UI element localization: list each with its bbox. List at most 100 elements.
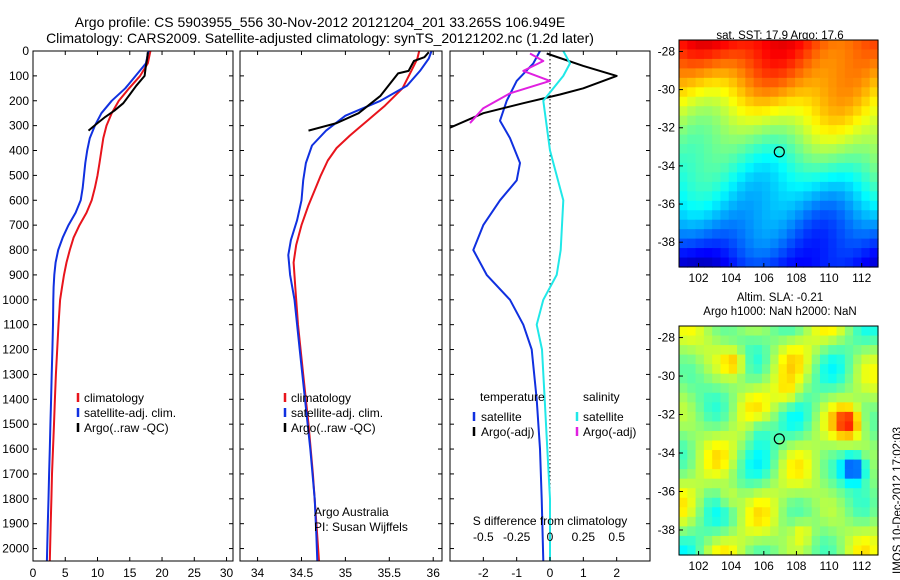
salinity-series-satellite-adj-clim	[287, 51, 433, 561]
sst-map-cell	[728, 115, 738, 126]
sst-map-cell	[869, 219, 879, 230]
sla-map-cell	[803, 488, 813, 499]
sst-map-cell	[761, 181, 771, 192]
sla-map-cell	[761, 440, 771, 451]
sst-map-cell	[861, 96, 871, 107]
sst-map-cell	[795, 96, 804, 107]
sst-map-lat-label: -34	[658, 159, 676, 173]
sst-map-cell	[861, 191, 871, 202]
sla-map-cell	[737, 421, 746, 432]
sla-map-cell	[778, 421, 788, 432]
sla-map-cell	[869, 354, 879, 365]
sla-map-cell	[869, 488, 879, 499]
depth-tick-label: 1700	[2, 467, 29, 481]
sst-map-cell	[770, 210, 780, 221]
sla-map-cell	[795, 459, 804, 470]
sla-map-cell	[745, 345, 755, 356]
sst-map-cell	[836, 96, 846, 107]
sst-map-cell	[753, 219, 763, 230]
sst-map-cell	[828, 210, 838, 221]
sla-map-cell	[770, 450, 780, 461]
sla-map-cell	[811, 411, 821, 423]
sst-map-frame	[678, 39, 879, 268]
sla-map-cell	[828, 326, 838, 337]
sst-map-cell	[745, 58, 755, 69]
sst-map-cell	[819, 191, 829, 202]
sst-map-cell	[753, 153, 763, 164]
sst-map-cell	[753, 68, 763, 79]
sla-map-cell	[695, 421, 705, 432]
sla-map-cell	[720, 383, 730, 394]
sla-map-cell	[819, 335, 829, 346]
sla-map-cell	[811, 335, 821, 346]
sst-map-cell	[828, 87, 838, 98]
sla-map-cell	[712, 450, 722, 461]
sla-map-lon-label: 108	[786, 559, 806, 573]
sla-map-cell	[703, 383, 713, 394]
sst-map-cell	[844, 58, 854, 69]
sla-map-cell	[745, 545, 755, 556]
sst-map-cell	[720, 248, 730, 259]
sst-map-cell	[737, 210, 746, 221]
sla-map-cell	[819, 383, 829, 394]
salinity-x-tick-label: 35.5	[378, 566, 402, 580]
sla-map-cell	[695, 545, 705, 556]
sla-map-cell	[795, 392, 804, 403]
sla-map-cell	[819, 516, 829, 527]
sla-map-cell	[753, 364, 763, 375]
sla-map-cell	[745, 526, 755, 537]
sst-map-cell	[811, 200, 821, 211]
sst-map-cell	[720, 40, 730, 51]
sst-map-cell	[853, 172, 863, 183]
sst-map-cell	[819, 40, 829, 51]
sla-map-cell	[703, 535, 713, 547]
sla-map-cell	[695, 335, 705, 346]
sst-map-cell	[695, 106, 705, 117]
sst-map-cell	[861, 172, 871, 183]
sst-map-cell	[703, 191, 713, 202]
sst-map-cell	[795, 68, 804, 79]
salinity-difference-tick-label: 0.5	[608, 530, 625, 544]
salinity-difference-tick-label: 0	[547, 530, 554, 544]
sst-map-cell	[770, 87, 780, 98]
sst-map-cell	[761, 219, 771, 230]
sst-map-cell	[786, 200, 796, 211]
sla-map-cell	[753, 402, 763, 413]
sla-map-cell	[844, 345, 854, 356]
sst-map-cell	[778, 106, 788, 117]
temperature-x-tick-label: 15	[123, 566, 137, 580]
sst-map-cell	[844, 96, 854, 107]
sst-map-cell	[745, 219, 755, 230]
sla-map-cell	[679, 469, 688, 480]
sst-map-cell	[703, 77, 713, 88]
sst-map-cell	[819, 229, 829, 240]
sla-map-cell	[786, 335, 796, 346]
sst-map-cell	[869, 115, 879, 126]
sst-map-cell	[786, 229, 796, 240]
sst-map-cell	[753, 125, 763, 136]
sla-map-cell	[853, 440, 863, 451]
sst-map-cell	[679, 125, 688, 136]
sst-map-cell	[737, 68, 746, 79]
sst-map-cell	[778, 58, 788, 69]
sst-map-cell	[795, 106, 804, 117]
sla-map-cell	[679, 450, 688, 461]
sst-map-cell	[836, 200, 846, 211]
sla-map-cell	[695, 459, 705, 470]
sst-map-cell	[811, 96, 821, 107]
sla-map-cell	[844, 421, 854, 432]
sst-map-cell	[712, 238, 722, 249]
sla-map-cell	[761, 497, 771, 508]
sst-map-cell	[728, 40, 738, 51]
legend-salinity-label: Argo(-adj)	[583, 425, 636, 439]
sla-map-cell	[861, 469, 871, 480]
sla-map-cell	[803, 411, 813, 423]
sla-map-cell	[778, 335, 788, 346]
imos-stamp: IMOS 10-Dec-2012 17:02:03	[880, 334, 900, 574]
sst-map-cell	[803, 181, 813, 192]
sst-map-cell	[778, 87, 788, 98]
sla-map-cell	[786, 459, 796, 470]
sla-map-cell	[861, 459, 871, 470]
sst-map-cell	[745, 115, 755, 126]
sst-map-cell	[844, 219, 854, 230]
